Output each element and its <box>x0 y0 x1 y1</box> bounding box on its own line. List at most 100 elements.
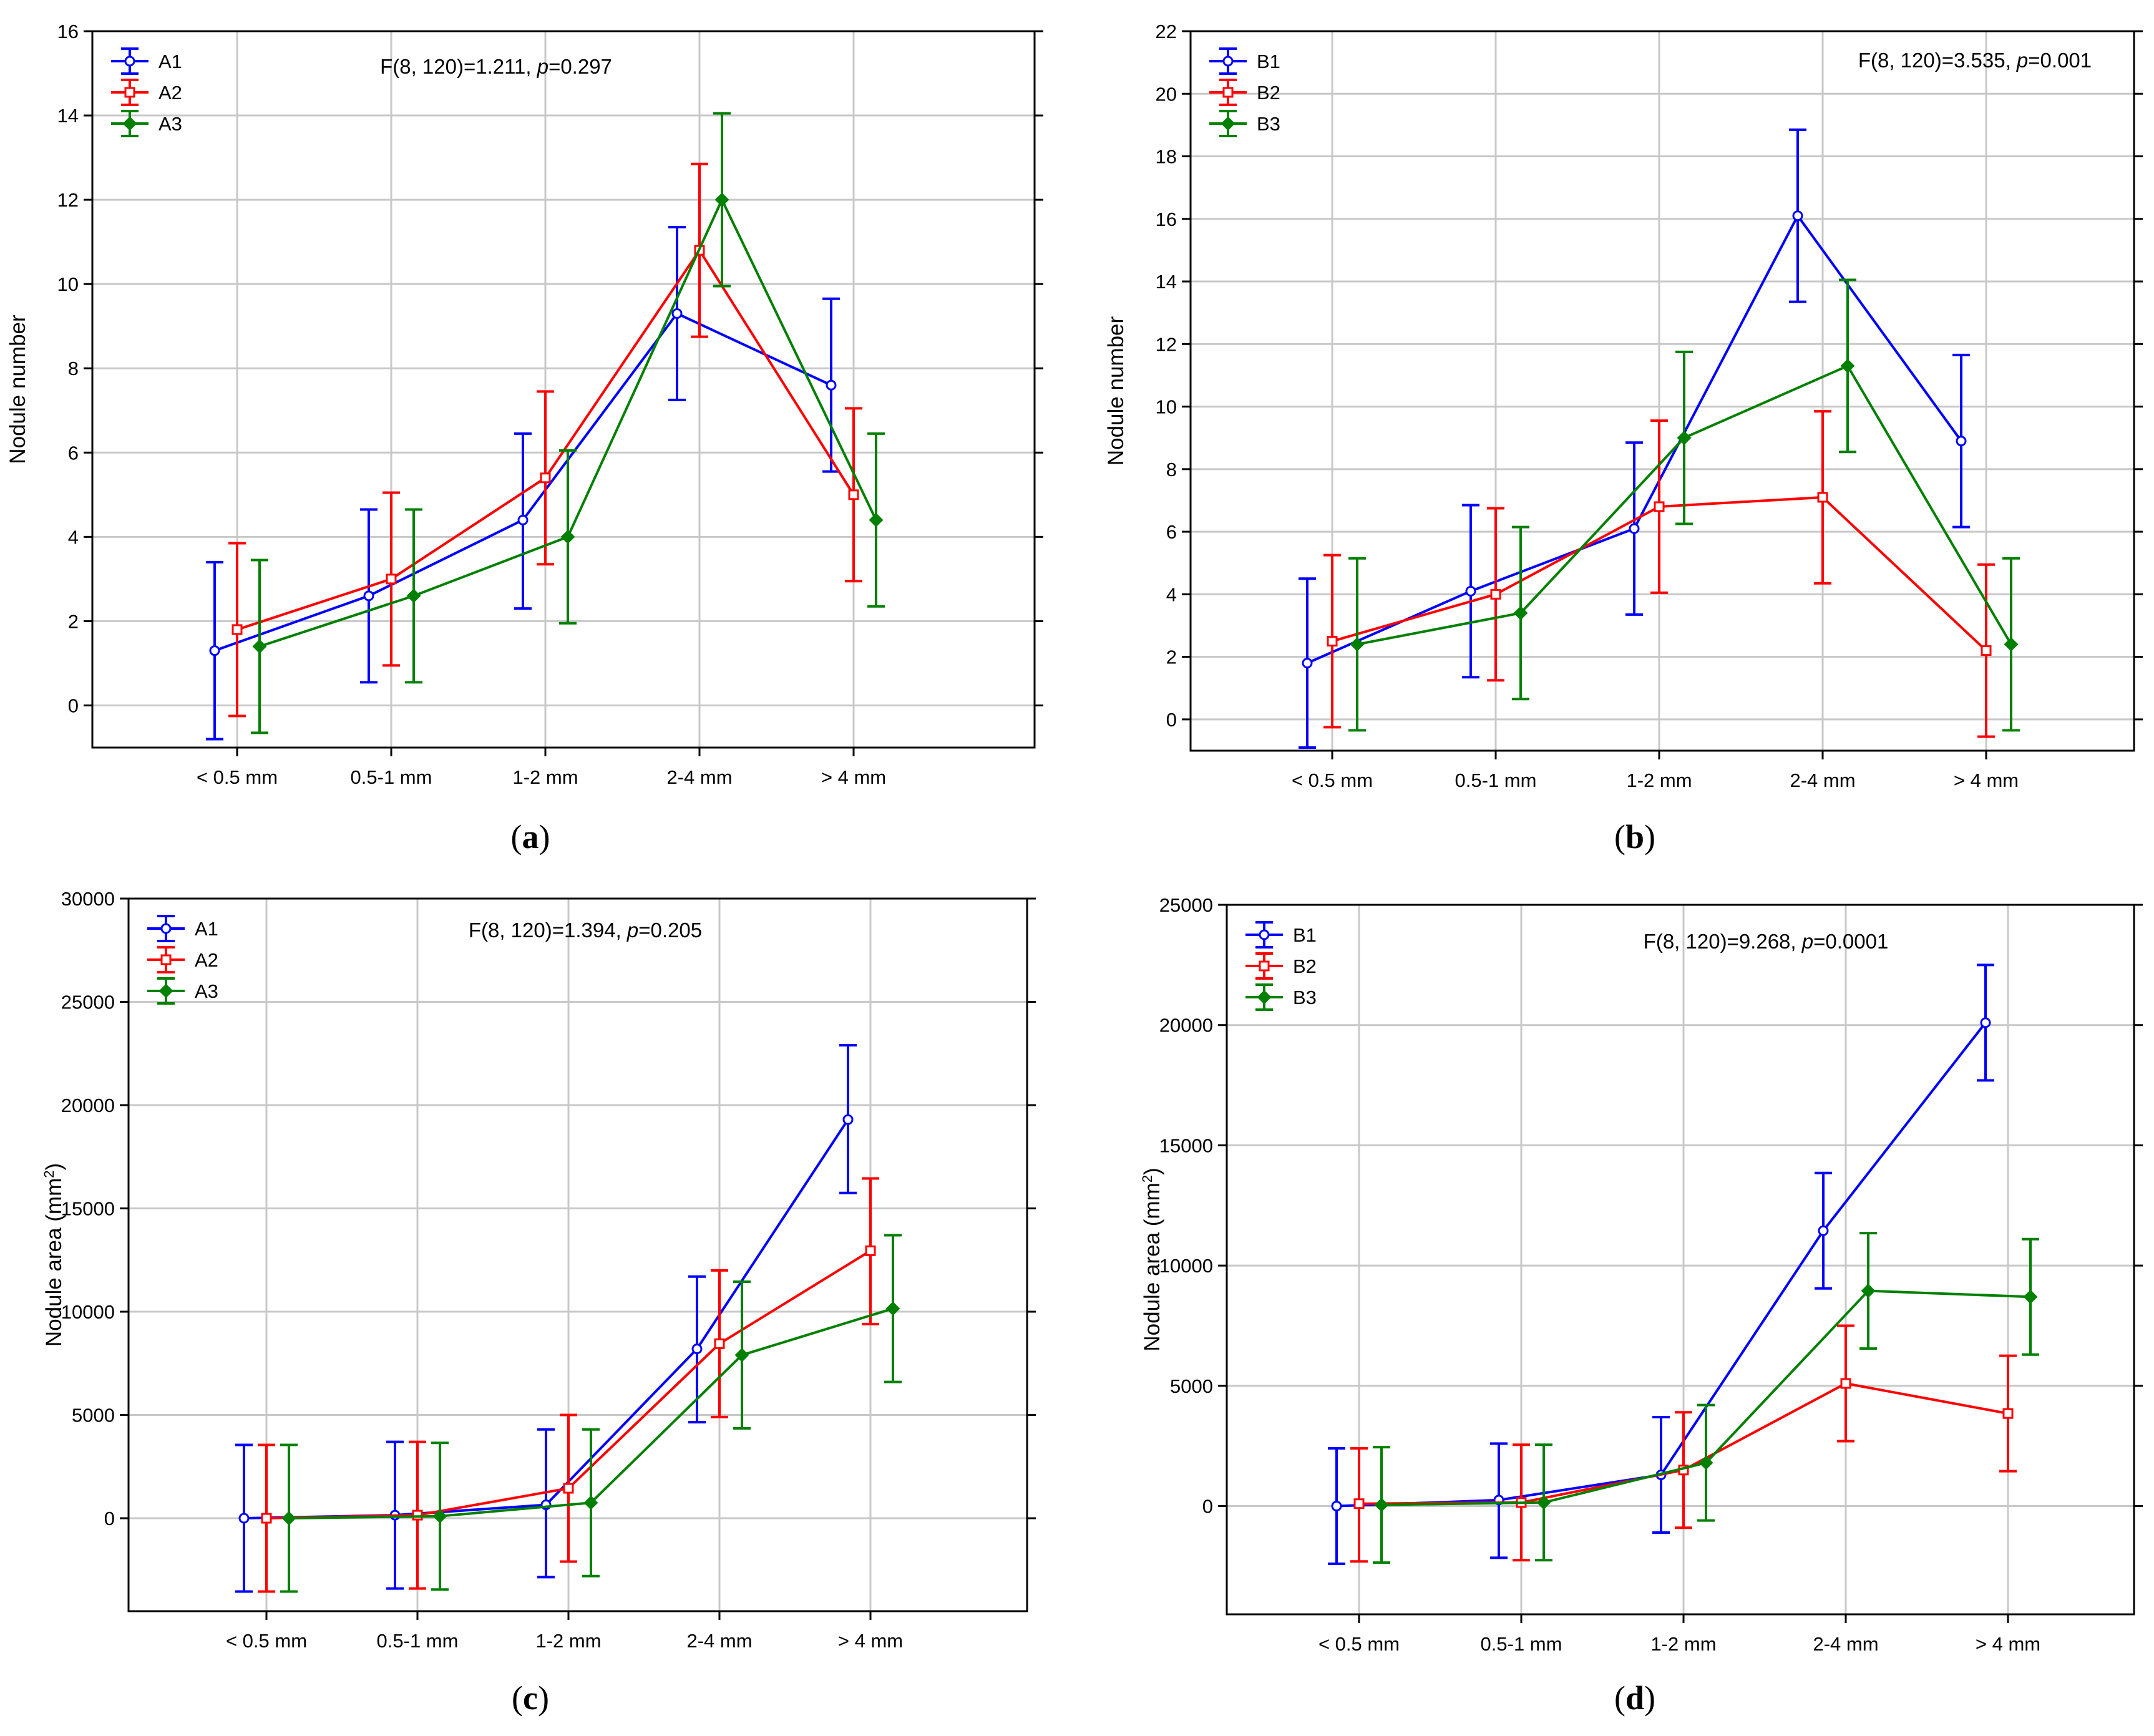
annotation-prefix: F(8, 120)=1.211, <box>380 55 537 78</box>
x-axis: < 0.5 mm 0.5-1 mm 1-2 mm 2-4 mm > 4 mm <box>226 1611 903 1652</box>
legend-marker <box>160 923 172 934</box>
data-point <box>848 489 859 500</box>
caption-c-letter: c <box>523 1679 538 1717</box>
y-tick-label: 10 <box>57 273 79 295</box>
data-point <box>1629 523 1640 534</box>
y-tick-label: 5000 <box>1170 1375 1213 1397</box>
legend-label: A2 <box>195 949 218 971</box>
legend-marker <box>124 87 135 98</box>
x-tick-label: 0.5-1 mm <box>1481 1633 1562 1655</box>
plot-frame <box>91 30 1036 749</box>
annotation-prefix: F(8, 120)=9.268, <box>1644 930 1802 953</box>
y-tick-label: 10000 <box>61 1301 115 1323</box>
legend-marker <box>1222 87 1234 98</box>
y-tick-label: 22 <box>1156 21 1177 42</box>
caption-a: (a) <box>510 818 550 856</box>
data-point <box>1840 1378 1851 1389</box>
caption-b: (b) <box>1614 818 1655 856</box>
data-point <box>560 529 575 544</box>
data-point <box>1374 1498 1389 1513</box>
data-point <box>1817 492 1828 503</box>
data-point <box>691 1343 703 1355</box>
data-point <box>2002 1408 2014 1419</box>
data-point <box>1981 645 1992 656</box>
data-point <box>1956 436 1967 447</box>
legend-item-B3: B3 <box>1245 983 1317 1011</box>
chart-b: 0 2 4 6 8 10 12 14 16 18 20 22 < 0.5 mm 0.5-1 mm 1-2 m… <box>1104 21 2143 791</box>
legend-marker <box>124 56 135 67</box>
y-axis-label-main: Nodule number <box>1104 316 1128 466</box>
y-tick-label: 4 <box>1166 583 1177 605</box>
x-tick-label: 1-2 mm <box>1626 769 1692 791</box>
data-point <box>2023 1289 2038 1304</box>
data-point <box>1792 210 1803 222</box>
data-point <box>412 1509 423 1521</box>
legend-item-A2: A2 <box>147 946 218 973</box>
legend-label: B2 <box>1293 955 1317 977</box>
x-axis: < 0.5 mm 0.5-1 mm 1-2 mm 2-4 mm > 4 mm <box>197 748 886 788</box>
gridlines <box>1191 30 2134 751</box>
y-tick-label: 4 <box>68 526 79 548</box>
legend-marker <box>1259 960 1270 972</box>
y-tick-label: 6 <box>68 442 79 464</box>
legend-item-A3: A3 <box>111 110 182 137</box>
y-axis-label-main: Nodule number <box>6 315 30 464</box>
y-axis-label: Nodule area (mm2) <box>41 1163 67 1347</box>
legend-label: A3 <box>158 113 182 135</box>
y-tick-label: 12 <box>57 189 79 211</box>
legend: B1 B2 B3 <box>1245 921 1317 1011</box>
caption-a-letter: a <box>522 818 539 856</box>
legend-marker <box>1221 116 1235 131</box>
x-tick-label: > 4 mm <box>821 766 886 788</box>
data-point <box>1327 636 1338 647</box>
chart-a: 0 2 4 6 8 10 12 14 16 < 0.5 mm 0.5-1 mm 1-2 mm 2-4 m… <box>6 21 1043 788</box>
data-point <box>1331 1501 1342 1512</box>
legend-label: A1 <box>158 51 182 72</box>
y-tick-label: 0 <box>1166 709 1177 731</box>
x-tick-label: 1-2 mm <box>1650 1633 1716 1655</box>
data-point <box>1677 431 1692 446</box>
y-tick-label: 20000 <box>1159 1015 1213 1036</box>
x-tick-label: > 4 mm <box>838 1630 903 1652</box>
annotation-suffix: =0.205 <box>638 919 702 942</box>
data-point <box>865 1245 876 1256</box>
legend-item-A2: A2 <box>111 79 182 106</box>
series-B3 <box>1373 1232 2039 1564</box>
series-B3 <box>1348 278 2020 732</box>
x-tick-label: > 4 mm <box>1954 769 2019 791</box>
y-tick-label: 20 <box>1156 83 1177 105</box>
annotation-p: p <box>537 55 548 78</box>
data-point <box>363 590 374 602</box>
data-point <box>209 645 220 656</box>
data-point <box>238 1513 250 1524</box>
x-tick-label: 0.5-1 mm <box>1455 769 1537 791</box>
legend-item-B1: B1 <box>1245 921 1317 948</box>
data-point <box>869 512 884 527</box>
y-tick-label: 0 <box>68 695 79 716</box>
data-point <box>386 573 397 585</box>
data-point <box>714 1338 725 1349</box>
y-tick-label: 25000 <box>61 992 115 1013</box>
y-tick-label: 8 <box>68 358 79 379</box>
data-point <box>826 379 837 391</box>
y-tick-label: 0 <box>1202 1496 1213 1518</box>
y-tick-label: 10 <box>1156 396 1177 418</box>
y-axis-label-main: Nodule area (mm <box>42 1178 66 1347</box>
x-axis: < 0.5 mm 0.5-1 mm 1-2 mm 2-4 mm > 4 mm <box>1292 751 2019 791</box>
legend-marker <box>1257 990 1272 1005</box>
legend-label: A1 <box>195 918 218 940</box>
legend-item-A3: A3 <box>147 977 218 1005</box>
legend-item-A1: A1 <box>111 47 182 75</box>
y-axis-label: Nodule number <box>1104 316 1128 466</box>
plot-frame <box>127 897 1028 1612</box>
data-point <box>406 588 421 603</box>
data-point <box>1465 585 1476 597</box>
x-tick-label: 0.5-1 mm <box>351 766 432 788</box>
y-tick-label: 10000 <box>1159 1255 1213 1277</box>
series-A3 <box>251 112 885 734</box>
data-point <box>281 1511 296 1526</box>
annotation-suffix: =0.001 <box>2028 49 2092 72</box>
y-axis: 0 2 4 6 8 10 12 14 16 <box>57 21 1043 716</box>
x-tick-label: 1-2 mm <box>535 1630 601 1652</box>
x-tick-label: 2-4 mm <box>666 766 732 788</box>
